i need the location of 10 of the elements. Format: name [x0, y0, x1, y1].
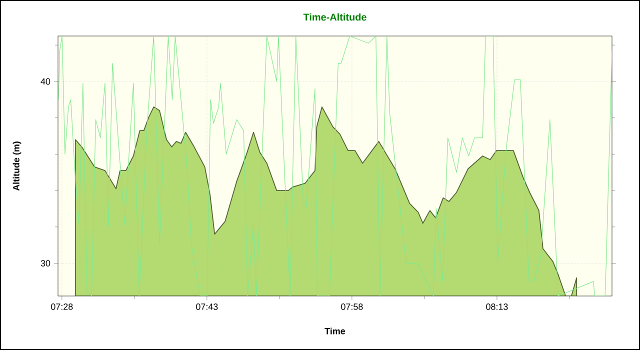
x-tick-label: 07:28 — [51, 304, 73, 310]
y-axis-title: Altitude (m) — [12, 142, 22, 191]
y-tick-label: 40 — [40, 78, 50, 85]
line-series — [58, 36, 612, 296]
chart-title: Time-Altitude — [303, 13, 366, 21]
x-tick-label: 07:43 — [196, 304, 218, 310]
y-tick-label: 30 — [40, 260, 50, 266]
x-tick-label: 07:58 — [341, 304, 363, 310]
x-tick-label: 08:13 — [486, 304, 508, 310]
x-axis-title: Time — [324, 328, 346, 334]
